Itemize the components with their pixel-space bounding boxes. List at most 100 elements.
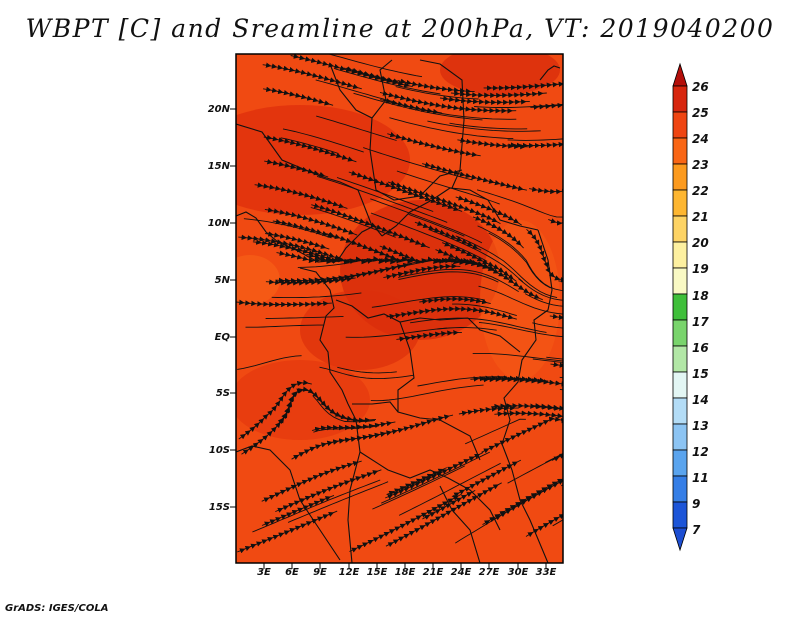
streamline [525,494,563,538]
streamline [319,366,415,380]
colorbar-swatch [672,501,688,529]
streamline [271,292,362,299]
streamline [530,99,563,110]
streamline [436,327,497,331]
colorbar-top-arrow [672,62,688,87]
streamline [264,159,329,178]
streamline [449,122,528,130]
streamline [419,296,491,305]
colorbar-swatch [672,345,688,373]
streamline [478,285,563,315]
streamline [472,215,524,249]
colorbar-label: 15 [692,367,709,381]
lon-tick-label: 21E [422,567,444,578]
colorbar-label: 21 [692,210,709,224]
lon-tick-label: 27E [478,567,500,578]
streamline [236,299,332,308]
map-frame [235,53,564,564]
colorbar-swatch [672,241,688,269]
streamline [263,134,357,163]
streamline [507,139,563,149]
lon-tick-label: 18E [394,567,416,578]
streamline [337,366,397,374]
lon-tick-label: 9E [313,567,327,578]
streamline [237,510,338,554]
colorbar-label: 23 [692,158,709,172]
colorbar-label: 7 [692,523,701,537]
colorbar-swatch [672,423,688,451]
streamline [328,54,423,78]
colorbar-swatch [672,85,688,113]
colorbar-label: 25 [692,106,709,120]
lat-tick-label: 10S [208,445,230,456]
streamline [237,355,302,370]
lon-tick-label: 3E [257,567,271,578]
temperature-field [236,54,563,563]
streamline [291,430,396,460]
streamline [552,519,563,527]
colorbar-swatch [672,293,688,321]
streamline [428,229,524,283]
streamline [275,469,382,513]
streamline [316,115,397,141]
streamline [455,235,558,299]
streamline [265,276,356,286]
streamline [396,330,462,342]
lat-tick-label: 20N [207,104,230,115]
lat-tick-label: 15N [207,161,230,172]
streamline [379,90,517,114]
streamline [465,418,526,445]
streamline [422,490,476,520]
colorbar-label: 24 [692,132,709,146]
streamline [422,161,527,191]
streamline [310,207,396,238]
streamline [371,296,485,308]
streamline [272,218,337,239]
streamline [282,245,410,263]
colorbar-swatch [672,475,688,503]
streamline [389,117,514,140]
streamline [254,182,348,209]
streamline [442,241,517,282]
lat-tick-label: 5S [215,388,230,399]
streamline [387,132,481,158]
streamline [386,467,447,496]
lon-tick-label: 30E [507,567,529,578]
colorbar-label: 9 [692,497,701,511]
colorbar [672,62,688,552]
colorbar-bottom-arrow [672,527,688,552]
lat-tick-label: 5N [214,275,230,286]
colorbar-swatch [672,163,688,191]
axis-ticks [230,108,547,569]
colorbar-swatch [672,371,688,399]
streamline [370,384,484,402]
streamline [387,180,501,224]
streamline [417,376,507,387]
streamline [518,278,563,301]
streamline [474,103,563,108]
grads-credit: GrADS: IGES/COLA [5,603,109,614]
colorbar-label: 26 [692,80,709,94]
colorbar-label: 13 [692,419,709,433]
colorbar-label: 11 [692,471,709,485]
colorbar-label: 16 [692,341,709,355]
streamline [476,189,563,218]
streamlines [236,54,563,554]
lat-tick-label: EQ [214,332,230,343]
lat-tick-label: 10N [207,218,230,229]
streamline [311,420,396,433]
streamline [386,306,517,320]
streamline [559,388,563,391]
colorbar-swatch [672,137,688,165]
colorbar-label: 12 [692,445,709,459]
streamline [482,478,563,526]
streamline [551,415,563,462]
lon-tick-label: 24E [450,567,472,578]
streamline [532,403,563,424]
colorbar-swatch [672,449,688,477]
colorbar-label: 19 [692,262,709,276]
colorbar-label: 17 [692,315,709,329]
lon-tick-label: 15E [366,567,388,578]
streamline [245,324,324,328]
